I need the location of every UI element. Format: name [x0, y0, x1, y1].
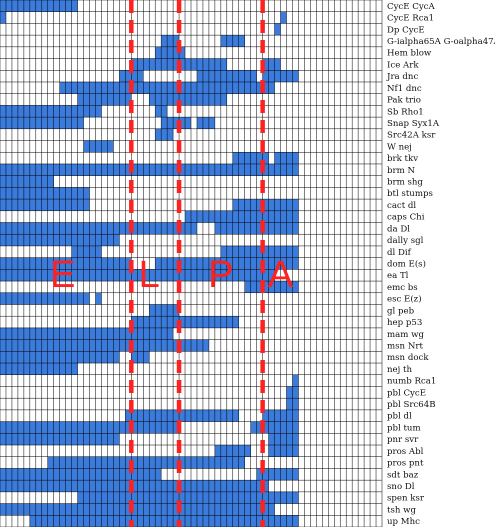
active-span-24-0 — [244, 281, 299, 293]
row-label: msn Nrt — [387, 341, 423, 351]
row-label: da Dl — [387, 224, 410, 234]
active-span-42-0 — [77, 491, 299, 504]
active-span-8-0 — [77, 93, 132, 106]
row-label: btl stumps — [387, 189, 433, 199]
row-label: msn dock — [387, 353, 429, 363]
active-span-40-0 — [0, 468, 162, 481]
active-span-25-1 — [95, 292, 102, 305]
row-label: Nf1 dnc — [387, 84, 422, 94]
row-label: dl Dif — [387, 248, 412, 258]
active-span-44-0 — [29, 515, 299, 527]
row-label: pbl CycE — [387, 388, 426, 398]
active-span-26-0 — [149, 304, 180, 317]
active-span-28-0 — [0, 327, 174, 340]
row-label: pbl Src64B — [387, 400, 436, 410]
active-span-38-1 — [268, 445, 299, 457]
row-label: pros pnt — [387, 459, 424, 469]
row-label: mam wg — [387, 330, 425, 340]
active-span-31-0 — [0, 363, 78, 375]
active-span-18-0 — [185, 210, 299, 223]
active-span-17-1 — [232, 199, 299, 211]
active-span-35-0 — [125, 409, 239, 422]
row-label: sno Dl — [387, 482, 415, 492]
row-label: brm shg — [387, 178, 423, 188]
active-span-40-1 — [256, 468, 299, 481]
row-label: Snap Syx1A — [387, 119, 440, 129]
active-span-12-0 — [83, 140, 114, 153]
active-span-1-0 — [0, 11, 6, 24]
row-label: G-ialpha65A G-oalpha47A — [387, 37, 495, 47]
active-span-3-0 — [161, 35, 180, 47]
row-label: pbl tum — [387, 423, 421, 433]
active-span-16-0 — [0, 187, 90, 200]
row-label: W nej — [387, 142, 412, 152]
row-label: Hem blow — [387, 49, 432, 59]
active-span-19-0 — [0, 222, 197, 235]
row-label: cact dl — [387, 201, 416, 211]
row-label: spen ksr — [387, 494, 425, 504]
row-label: ea Tl — [387, 271, 409, 281]
active-span-0-0 — [0, 0, 78, 12]
active-span-9-0 — [0, 105, 102, 118]
active-span-4-0 — [155, 46, 186, 59]
row-label: hep p53 — [387, 318, 422, 328]
grid-lines — [0, 0, 383, 527]
active-span-32-0 — [292, 374, 299, 387]
phase-boundaries — [129, 0, 265, 527]
row-label: brk tkv — [387, 154, 418, 164]
row-label: Dp CycE — [387, 25, 425, 35]
active-span-8-1 — [149, 93, 227, 106]
active-span-11-0 — [155, 128, 174, 141]
row-label: nej th — [387, 365, 412, 375]
row-label: esc E(z) — [387, 294, 422, 305]
row-label: sdt baz — [387, 470, 419, 480]
row-label: numb Rca1 — [387, 377, 436, 387]
row-label: Jra dnc — [386, 72, 418, 82]
active-span-10-1 — [161, 117, 191, 129]
row-label: up Mhc — [387, 517, 420, 527]
row-label: Ice Ark — [387, 60, 419, 70]
row-label: tsh wg — [387, 505, 416, 515]
active-span-25-0 — [0, 292, 90, 305]
active-span-15-0 — [0, 175, 54, 188]
active-span-41-0 — [0, 480, 269, 492]
active-span-30-1 — [131, 351, 150, 364]
active-span-1-1 — [280, 11, 287, 24]
row-label: dally sgl — [387, 236, 424, 246]
active-span-10-2 — [196, 117, 215, 129]
active-span-17-0 — [0, 199, 90, 211]
active-span-29-0 — [0, 339, 209, 352]
row-label: Sb Rho1 — [387, 107, 424, 117]
row-label: pbl dl — [387, 412, 412, 422]
active-span-5-1 — [262, 58, 281, 71]
phase-label-1: L — [139, 254, 160, 296]
row-label: caps Chi — [387, 213, 425, 223]
phase-label-3: A — [268, 254, 294, 296]
row-label: Pak trio — [387, 96, 421, 106]
row-label: Src42A ksr — [387, 131, 436, 141]
row-label: dom E(s) — [387, 259, 426, 270]
active-span-39-0 — [47, 456, 245, 469]
row-label: gl peb — [387, 306, 415, 316]
phase-label-0: E — [50, 254, 75, 296]
active-span-21-0 — [71, 245, 102, 258]
row-label: CycE Rca1 — [387, 14, 434, 24]
row-label: pnr svr — [387, 435, 419, 445]
active-span-2-0 — [274, 23, 281, 36]
row-label: CycE CycA — [387, 2, 435, 12]
active-span-21-1 — [220, 245, 299, 258]
row-label: emc bs — [387, 283, 418, 293]
row-label: pros Abl — [387, 447, 424, 457]
active-span-37-1 — [268, 433, 299, 446]
phase-label-2: P — [208, 254, 233, 296]
row-label: brm N — [387, 166, 415, 176]
